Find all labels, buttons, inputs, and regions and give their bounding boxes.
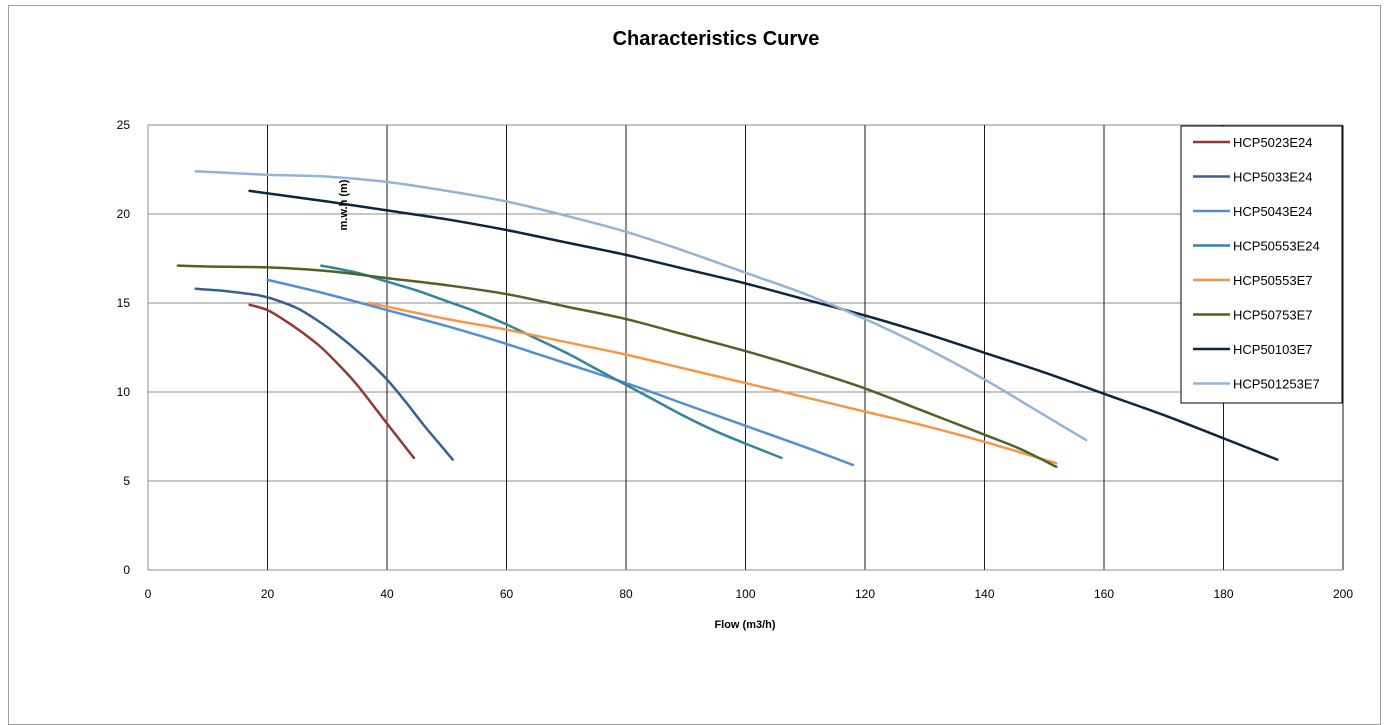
grid xyxy=(148,124,1344,570)
y-tick-label: 15 xyxy=(117,296,131,310)
x-tick-label: 200 xyxy=(1333,587,1353,601)
series-line-hcp5043e24 xyxy=(266,278,855,467)
x-tick-label: 20 xyxy=(261,587,275,601)
legend-entry: HCP50753E7 xyxy=(1233,308,1313,323)
legend-entry: HCP5033E24 xyxy=(1233,170,1313,185)
y-tick-label: 0 xyxy=(123,563,130,577)
series-line-hcp50753e7 xyxy=(176,264,1058,469)
y-tick-label: 25 xyxy=(117,118,131,132)
legend-entry: HCP50103E7 xyxy=(1233,342,1313,357)
x-tick-label: 120 xyxy=(855,587,875,601)
legend-entry: HCP50553E24 xyxy=(1233,239,1320,254)
y-tick-label: 10 xyxy=(117,385,131,399)
legend-entry: HCP501253E7 xyxy=(1233,377,1320,392)
series-line-hcp5023e24 xyxy=(248,303,416,460)
y-axis-label: m.w.h (m) xyxy=(338,179,350,230)
x-tick-label: 100 xyxy=(735,587,755,601)
x-tick-label: 180 xyxy=(1213,587,1233,601)
x-tick-label: 140 xyxy=(974,587,994,601)
x-tick-label: 80 xyxy=(619,587,633,601)
x-tick-label: 60 xyxy=(500,587,514,601)
x-axis-label: Flow (m3/h) xyxy=(714,619,775,631)
chart-title: Characteristics Curve xyxy=(613,28,820,50)
series-lines xyxy=(176,170,1279,469)
legend-entry: HCP50553E7 xyxy=(1233,273,1313,288)
x-tick-label: 40 xyxy=(380,587,394,601)
characteristics-chart: Characteristics Curve 0 5 10 15 20 25 0 20 40 60 8… xyxy=(117,28,1354,631)
x-tick-label: 160 xyxy=(1094,587,1114,601)
legend: HCP5023E24 HCP5033E24 HCP5043E24 HCP50553E2… xyxy=(1180,125,1343,404)
legend-entry: HCP5043E24 xyxy=(1233,204,1313,219)
y-tick-label: 5 xyxy=(123,474,130,488)
series-line-hcp50103e7 xyxy=(248,189,1279,461)
series-line-hcp50553e24 xyxy=(320,264,783,460)
legend-box xyxy=(1180,125,1343,404)
x-tick-label: 0 xyxy=(145,587,152,601)
series-line-hcp5033e24 xyxy=(194,287,454,461)
series-line-hcp50553e7 xyxy=(367,301,1058,465)
legend-entry: HCP5023E24 xyxy=(1233,135,1313,150)
series-line-hcp501253e7 xyxy=(194,170,1088,442)
y-tick-label: 20 xyxy=(117,207,131,221)
axes: 0 5 10 15 20 25 0 20 40 60 80 100 120 140 160 180 200 xyxy=(117,118,1354,601)
